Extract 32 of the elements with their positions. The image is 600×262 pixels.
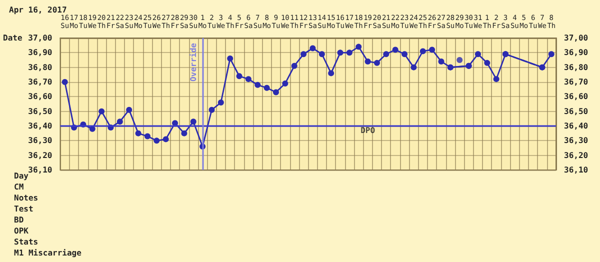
y-tick-label: 37,00 [28,34,52,42]
annotation: DPO [360,126,376,135]
text: CM [14,182,24,192]
y-tick-label: 36,50 [28,106,52,116]
y-tick-label: 36,10 [28,166,52,174]
y2-tick-label: 37,00 [564,34,588,42]
y-tick-label: 36,40 [28,122,52,130]
y2-tick-label: 36,30 [564,136,588,146]
y2-tick-label: 36,50 [564,106,588,116]
y-tick-label: 36,80 [28,62,52,72]
y-tick-label: 36,30 [28,136,52,146]
text: M1 Miscarriage [14,248,82,258]
y2-tick-label: 36,40 [564,122,588,130]
y2-tick-label: 36,60 [564,92,588,102]
text: OPK [14,226,29,236]
y2-tick-label: 36,80 [564,62,588,72]
y2-tick-label: 36,10 [564,166,588,174]
y2-tick-label: 36,70 [564,78,588,86]
y-tick-label: 36,90 [28,48,52,58]
y2-tick-label: 36,90 [564,48,588,58]
ref-line-label: Override [189,42,198,82]
y-tick-label: 36,60 [28,92,52,102]
text: Day [14,172,29,180]
text: Stats [14,238,38,246]
y-tick-label: 36,70 [28,78,52,86]
text: Notes [14,194,38,202]
x-axis-title: Date [3,34,22,42]
text: Test [14,204,34,214]
y2-tick-label: 36,20 [564,150,588,160]
chart-title: Apr 16, 2017 [9,6,67,14]
y-tick-label: 36,20 [28,150,52,160]
text: BD [14,216,24,224]
